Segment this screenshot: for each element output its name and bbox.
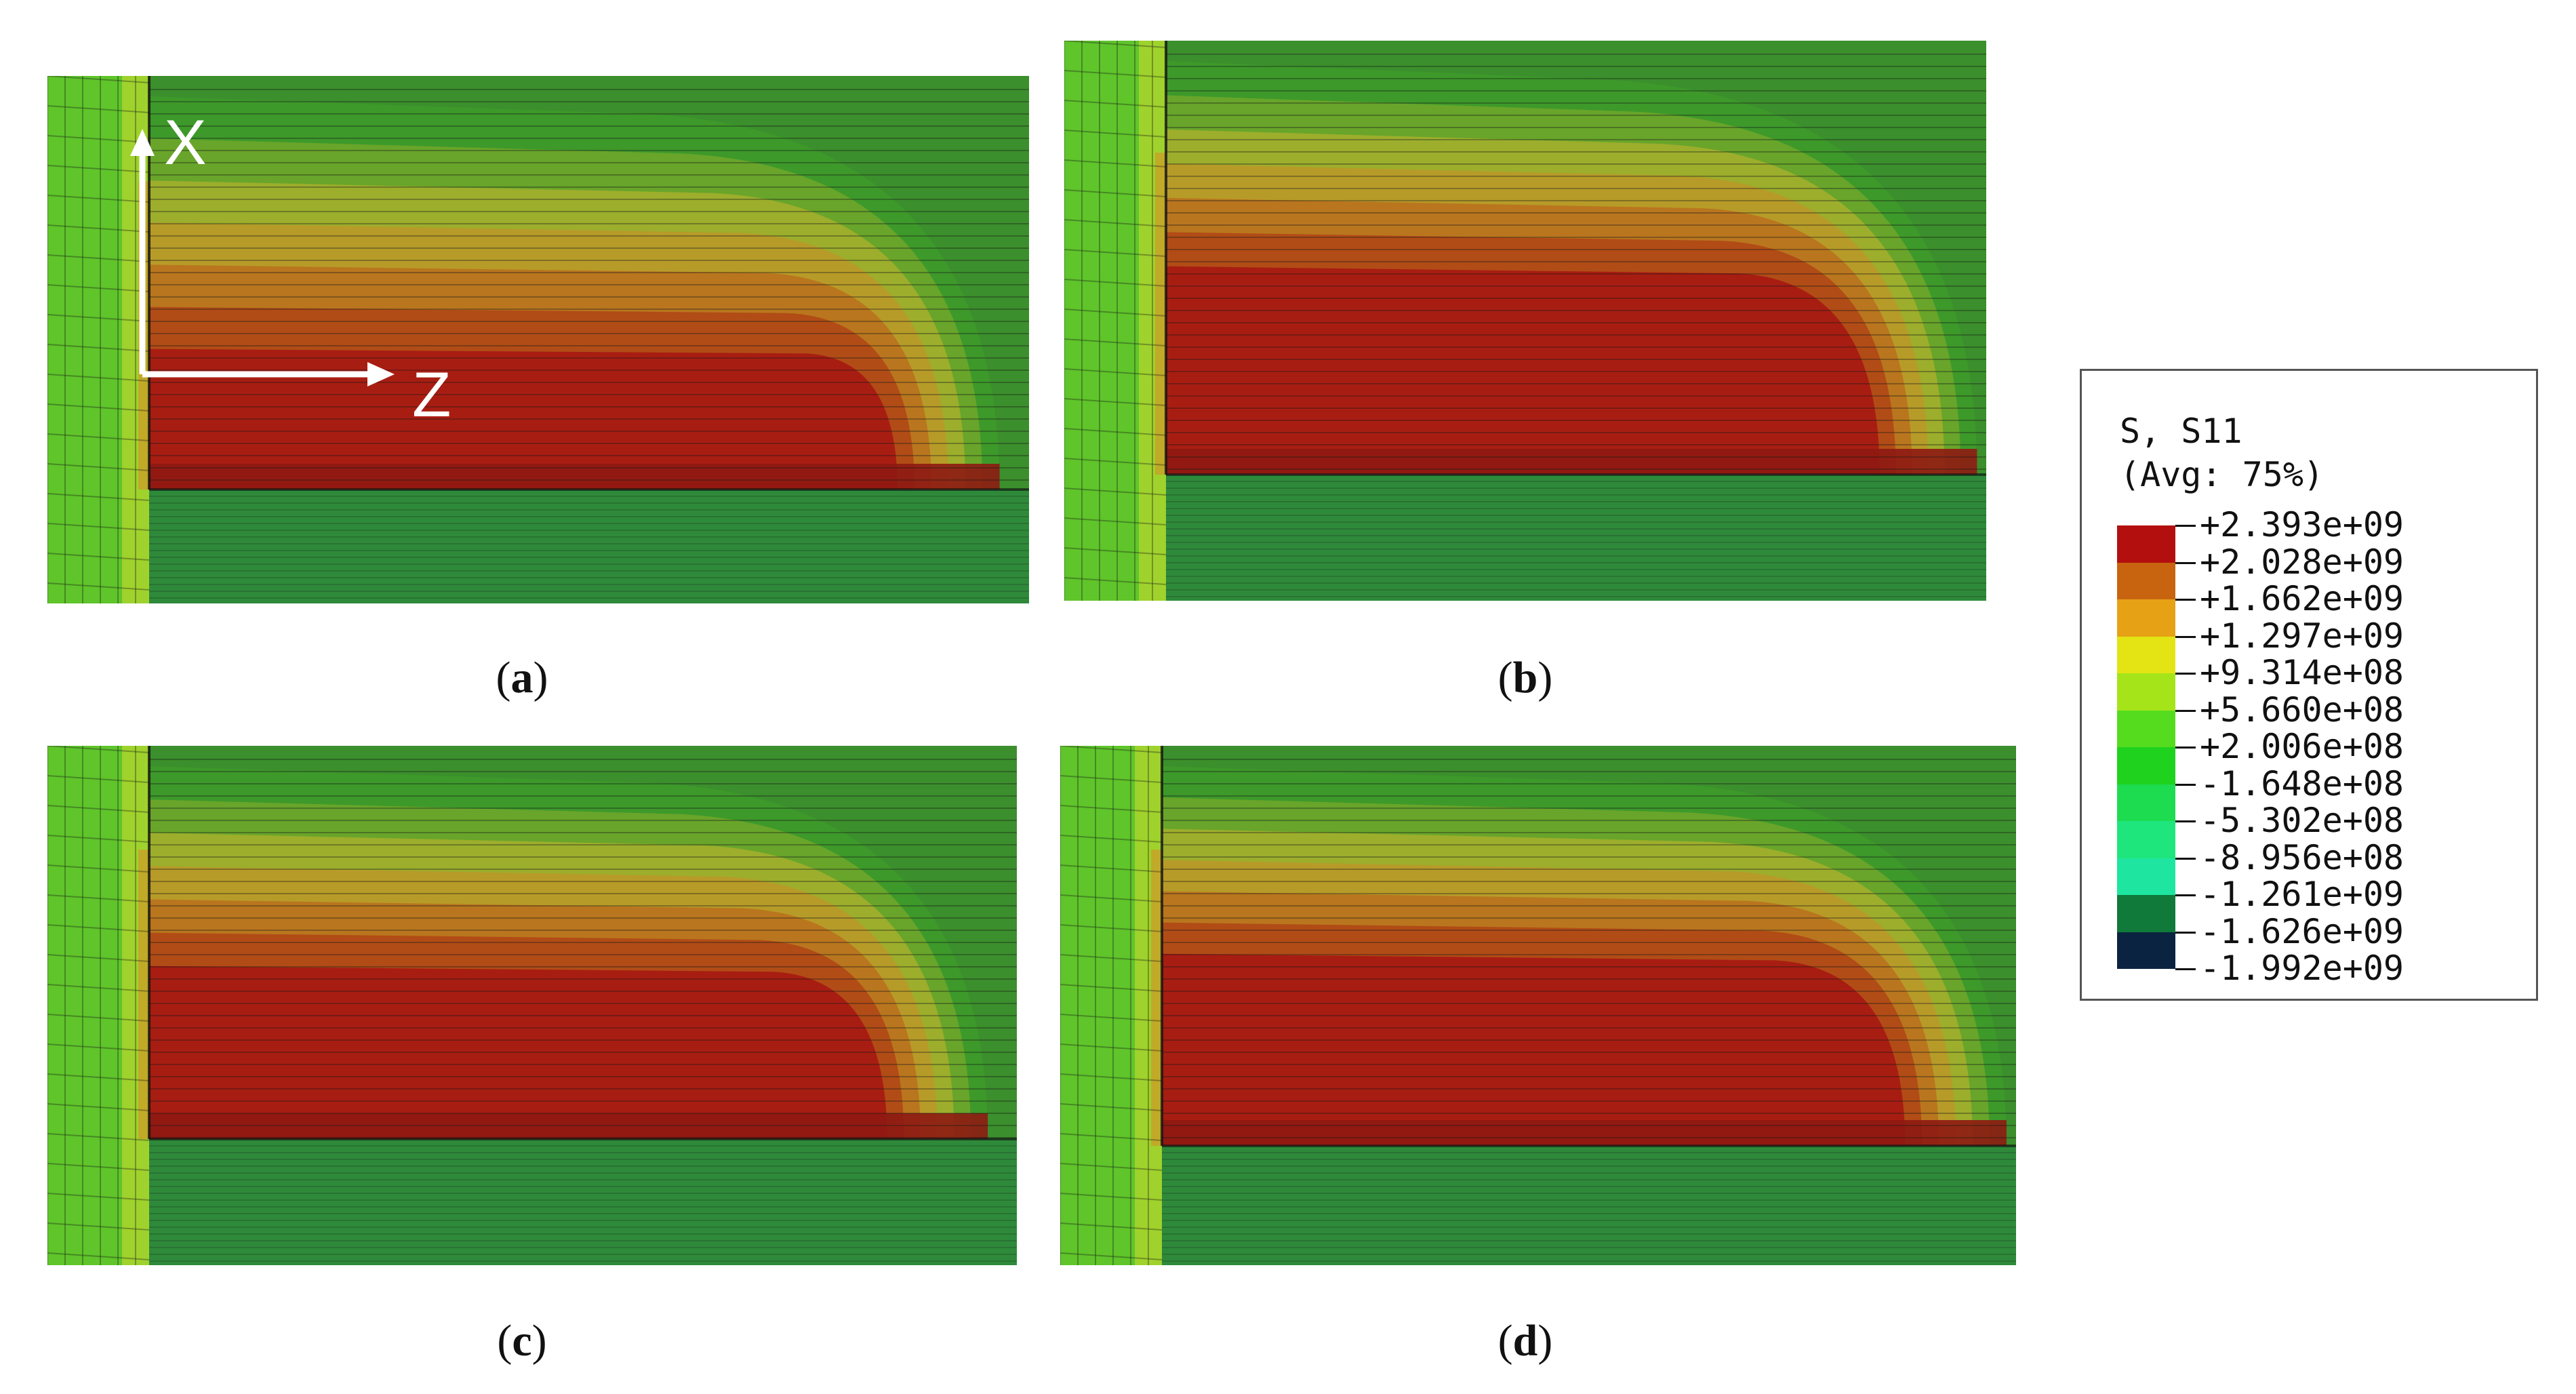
legend-tick bbox=[2175, 968, 2196, 970]
legend-tick bbox=[2175, 709, 2196, 712]
legend-value: -1.992e+09 bbox=[2200, 949, 2404, 988]
legend-tick bbox=[2175, 857, 2196, 860]
axis-label-x: X bbox=[164, 106, 207, 178]
legend-tick bbox=[2175, 599, 2196, 601]
legend-swatch bbox=[2117, 932, 2175, 969]
contour-plot bbox=[1060, 746, 2016, 1265]
legend-swatch bbox=[2117, 747, 2175, 784]
contour-plot: XZ bbox=[47, 76, 1029, 603]
legend-value: +2.393e+09 bbox=[2200, 505, 2404, 544]
caption-c: (c) bbox=[497, 1316, 547, 1366]
legend-value: +5.660e+08 bbox=[2200, 690, 2404, 730]
axis-label-z: Z bbox=[412, 359, 451, 430]
legend-swatch bbox=[2117, 821, 2175, 858]
caption-b: (b) bbox=[1497, 653, 1553, 702]
legend-tick bbox=[2175, 673, 2196, 675]
legend-tick bbox=[2175, 820, 2196, 822]
contour-panel-b bbox=[1064, 41, 1986, 601]
legend-value: +9.314e+08 bbox=[2200, 653, 2404, 692]
legend-subtitle: (Avg: 75%) bbox=[2120, 455, 2325, 494]
legend-swatch bbox=[2117, 673, 2175, 711]
color-legend: S, S11 (Avg: 75%) +2.393e+09 +2.028e+09 +1… bbox=[2080, 369, 2538, 1001]
legend-value: -1.648e+08 bbox=[2200, 763, 2404, 803]
contour-panel-c bbox=[47, 746, 1017, 1265]
legend-tick bbox=[2175, 931, 2196, 934]
legend-value: -5.302e+08 bbox=[2200, 801, 2404, 840]
legend-value: -1.626e+09 bbox=[2200, 911, 2404, 951]
legend-swatch bbox=[2117, 895, 2175, 932]
axis-triad: XZ bbox=[130, 106, 451, 430]
legend-value: +2.006e+08 bbox=[2200, 727, 2404, 766]
legend-value: +1.662e+09 bbox=[2200, 579, 2404, 618]
legend-swatch bbox=[2117, 599, 2175, 637]
caption-a: (a) bbox=[496, 653, 548, 702]
legend-value: -8.956e+08 bbox=[2200, 837, 2404, 877]
legend-tick bbox=[2175, 746, 2196, 749]
legend-swatch bbox=[2117, 710, 2175, 747]
contour-panel-d bbox=[1060, 746, 2016, 1265]
contour-plot bbox=[47, 746, 1017, 1265]
caption-d: (d) bbox=[1497, 1316, 1553, 1366]
legend-value: +2.028e+09 bbox=[2200, 542, 2404, 582]
legend-swatch bbox=[2117, 784, 2175, 821]
legend-tick bbox=[2175, 783, 2196, 786]
legend-tick bbox=[2175, 894, 2196, 896]
legend-tick bbox=[2175, 561, 2196, 564]
legend-value: -1.261e+09 bbox=[2200, 875, 2404, 914]
legend-tick bbox=[2175, 525, 2196, 527]
legend-swatch bbox=[2117, 858, 2175, 895]
legend-value: +1.297e+09 bbox=[2200, 616, 2404, 656]
legend-swatch bbox=[2117, 636, 2175, 673]
legend-swatch bbox=[2117, 525, 2175, 563]
legend-swatch bbox=[2117, 562, 2175, 599]
contour-plot bbox=[1064, 41, 1986, 601]
legend-title: S, S11 bbox=[2120, 412, 2242, 451]
legend-tick bbox=[2175, 635, 2196, 638]
